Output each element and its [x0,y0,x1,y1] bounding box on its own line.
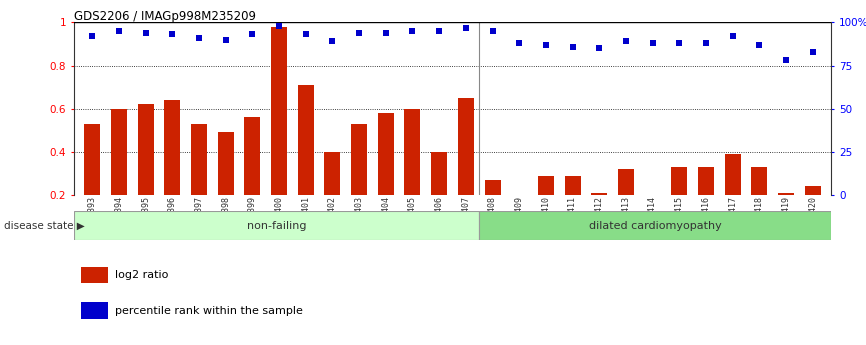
Bar [511,195,527,210]
Point [619,39,633,44]
Point [699,40,713,46]
Bar [778,193,794,195]
Bar [479,211,831,240]
Bar [81,267,108,284]
Bar [271,27,287,195]
Point [352,30,366,36]
Point [805,49,819,55]
Bar [404,109,421,195]
Text: non-failing: non-failing [247,221,307,230]
Point [299,32,313,37]
Bar [378,113,394,195]
Text: disease state ▶: disease state ▶ [4,221,85,230]
Bar [618,169,634,195]
Bar [484,180,501,195]
Bar [591,193,607,195]
Point [432,28,446,34]
Point [672,40,686,46]
Bar [165,100,180,195]
Point [86,33,100,39]
Point [165,32,179,37]
Bar [805,186,821,195]
Point [405,28,419,34]
Point [192,35,206,41]
Bar [752,167,767,195]
Bar [351,124,367,195]
Point [726,33,740,39]
Point [753,42,766,48]
Bar [84,124,100,195]
Point [565,44,579,49]
Text: dilated cardiomyopathy: dilated cardiomyopathy [589,221,721,230]
Point [592,46,606,51]
Bar [458,98,474,195]
Point [539,42,553,48]
Point [486,28,500,34]
Bar [244,117,261,195]
Bar [81,303,108,319]
Bar [298,85,313,195]
Bar [671,167,688,195]
Bar [431,152,447,195]
Point [139,30,152,36]
Bar [74,211,479,240]
Point [326,39,339,44]
Point [219,37,233,42]
Bar [191,124,207,195]
Point [513,40,527,46]
Bar [698,167,714,195]
Point [112,28,126,34]
Bar [138,104,153,195]
Text: log2 ratio: log2 ratio [114,270,168,280]
Bar [538,176,554,195]
Text: GDS2206 / IMAGp998M235209: GDS2206 / IMAGp998M235209 [74,10,255,23]
Bar [325,152,340,195]
Bar [565,176,580,195]
Point [646,40,660,46]
Point [272,23,286,29]
Bar [725,154,740,195]
Bar [217,132,234,195]
Point [459,25,473,30]
Point [779,58,793,63]
Point [245,32,259,37]
Text: percentile rank within the sample: percentile rank within the sample [114,306,302,316]
Point [378,30,392,36]
Bar [111,109,127,195]
